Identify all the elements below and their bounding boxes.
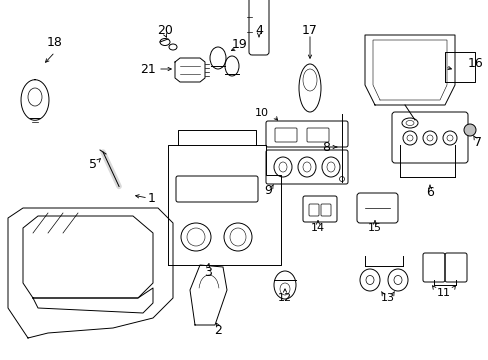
- Text: 13: 13: [380, 293, 394, 303]
- Text: 10: 10: [254, 108, 268, 118]
- Ellipse shape: [463, 124, 475, 136]
- Text: 2: 2: [214, 324, 222, 337]
- Text: 8: 8: [321, 140, 329, 153]
- Text: 14: 14: [310, 223, 325, 233]
- Text: 12: 12: [277, 293, 291, 303]
- Text: 19: 19: [232, 37, 247, 50]
- Text: 6: 6: [425, 185, 433, 198]
- Text: 15: 15: [367, 223, 381, 233]
- Text: 18: 18: [47, 36, 63, 49]
- Text: 5: 5: [89, 158, 97, 171]
- Text: 16: 16: [467, 57, 483, 69]
- Text: 9: 9: [264, 184, 271, 197]
- Text: 11: 11: [436, 288, 450, 298]
- Text: 4: 4: [255, 23, 263, 36]
- Text: 17: 17: [302, 23, 317, 36]
- Text: 7: 7: [473, 135, 481, 149]
- Text: 3: 3: [203, 266, 211, 279]
- Text: 1: 1: [148, 192, 156, 204]
- Text: 20: 20: [157, 23, 173, 36]
- Text: 21: 21: [140, 63, 156, 76]
